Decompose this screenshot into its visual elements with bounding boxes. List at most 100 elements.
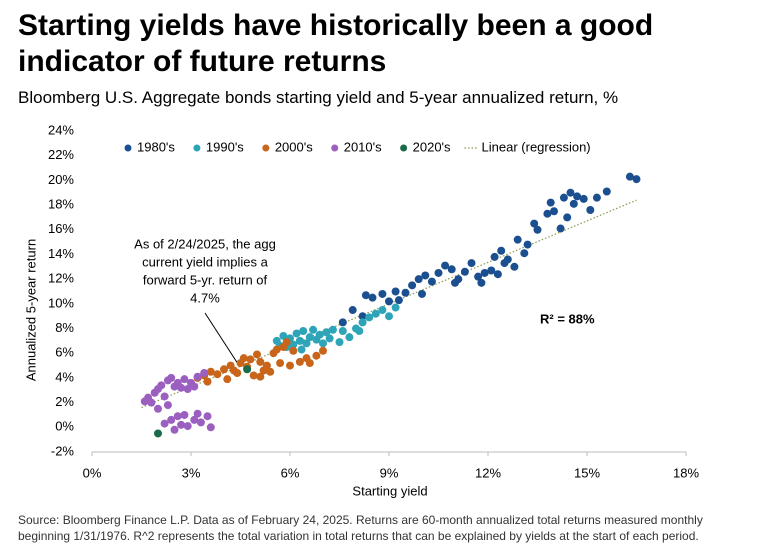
data-point xyxy=(467,259,476,268)
data-point xyxy=(157,381,166,390)
data-point xyxy=(408,281,417,290)
data-point xyxy=(243,365,252,374)
data-point xyxy=(233,368,242,377)
data-point xyxy=(325,334,334,343)
data-point xyxy=(249,371,258,380)
data-point xyxy=(513,235,522,244)
data-point xyxy=(328,325,337,334)
x-tick-label: 15% xyxy=(574,465,600,480)
y-tick-label: 22% xyxy=(48,147,74,162)
data-point xyxy=(586,206,595,215)
x-tick-label: 3% xyxy=(182,465,201,480)
data-point xyxy=(292,329,301,338)
data-point xyxy=(183,422,192,431)
data-point xyxy=(427,277,436,286)
data-point xyxy=(286,361,294,370)
legend-item: Linear (regression) xyxy=(464,139,591,154)
annotation-text: current yield implies a xyxy=(142,254,268,269)
data-point xyxy=(434,268,443,277)
data-point xyxy=(520,249,529,258)
data-point xyxy=(190,382,199,391)
data-point xyxy=(391,303,400,312)
data-point xyxy=(550,207,558,216)
legend-label: 2000's xyxy=(275,139,313,154)
data-point xyxy=(503,255,512,264)
data-point xyxy=(355,327,364,336)
data-point xyxy=(569,199,578,208)
data-point xyxy=(289,340,298,349)
data-point xyxy=(297,345,306,354)
legend-item: 1990's xyxy=(193,139,244,154)
data-point xyxy=(246,355,255,364)
data-point xyxy=(163,401,172,410)
data-point xyxy=(160,392,169,401)
data-point xyxy=(566,188,575,197)
data-point xyxy=(573,192,582,201)
data-point xyxy=(167,373,176,382)
data-point xyxy=(193,372,202,381)
data-point xyxy=(177,383,186,392)
legend-swatch xyxy=(193,144,201,152)
chart: Starting yield Annualized 5-year return … xyxy=(23,122,699,498)
x-tick-label: 0% xyxy=(83,465,102,480)
data-point xyxy=(460,267,469,276)
data-point xyxy=(348,306,357,315)
data-point xyxy=(421,271,430,280)
legend-swatch xyxy=(331,144,339,152)
data-point xyxy=(602,187,611,196)
y-tick-label: 8% xyxy=(55,320,74,335)
y-tick-label: -2% xyxy=(51,443,75,458)
data-point xyxy=(312,351,321,360)
data-point xyxy=(371,309,380,318)
data-point xyxy=(358,318,367,327)
data-point xyxy=(378,289,387,298)
y-tick-label: 6% xyxy=(55,345,74,360)
data-point xyxy=(223,375,232,384)
data-point xyxy=(206,423,215,432)
data-point xyxy=(579,194,588,203)
y-tick-label: 10% xyxy=(48,295,74,310)
data-point xyxy=(144,393,153,402)
data-point xyxy=(203,377,212,386)
data-point xyxy=(447,265,456,274)
data-point xyxy=(592,193,601,202)
data-point xyxy=(523,240,532,249)
y-tick-label: 0% xyxy=(55,419,74,434)
data-point xyxy=(632,175,641,184)
data-point xyxy=(493,270,502,279)
x-tick-label: 12% xyxy=(475,465,501,480)
data-point xyxy=(477,278,486,287)
data-point xyxy=(394,296,403,305)
data-point xyxy=(401,288,410,297)
data-point xyxy=(266,367,275,376)
legend-swatch xyxy=(262,144,270,152)
data-point xyxy=(451,278,459,287)
data-point xyxy=(259,366,268,375)
data-point xyxy=(358,312,367,321)
y-tick-label: 14% xyxy=(48,246,74,261)
data-point xyxy=(345,333,354,342)
y-axis-label: Annualized 5-year return xyxy=(23,239,38,381)
data-point xyxy=(239,354,248,363)
data-point xyxy=(530,219,539,228)
y-tick-label: 20% xyxy=(48,172,74,187)
data-point xyxy=(319,339,327,348)
chart-subtitle: Bloomberg U.S. Aggregate bonds starting … xyxy=(18,88,619,107)
y-tick-label: 16% xyxy=(48,221,74,236)
data-point xyxy=(365,313,374,322)
data-point xyxy=(490,252,499,261)
legend-label: 2010's xyxy=(344,139,382,154)
data-point xyxy=(559,193,568,202)
data-point xyxy=(213,370,222,379)
data-point xyxy=(190,415,199,424)
data-point xyxy=(480,268,489,277)
data-point xyxy=(154,429,162,438)
y-tick-label: 12% xyxy=(48,271,74,286)
data-point xyxy=(295,357,304,366)
legend-item: 1980's xyxy=(124,139,175,154)
data-point xyxy=(487,266,496,275)
data-point xyxy=(276,359,285,368)
legend-item: 2000's xyxy=(262,139,313,154)
data-point xyxy=(315,330,324,339)
